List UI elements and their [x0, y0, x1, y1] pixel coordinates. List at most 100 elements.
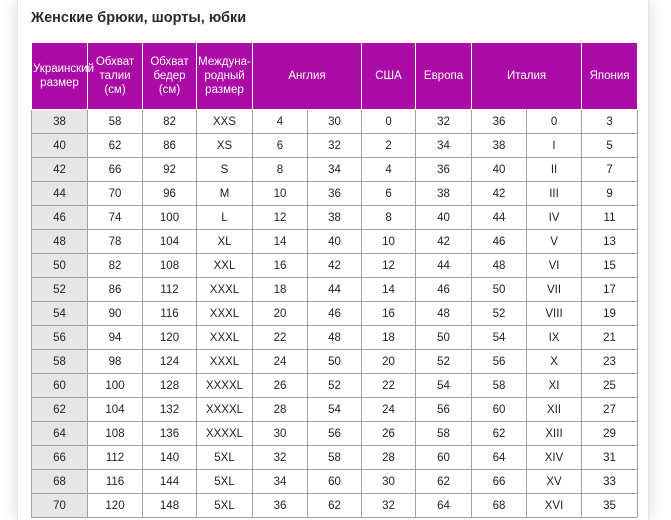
cell-italy-a: 44	[471, 205, 528, 230]
table-row: 48 78 104 XL 14 40 10 42 46 V 13	[31, 229, 639, 254]
cell-italy-a: 48	[471, 253, 528, 278]
cell-ukraine: 50	[31, 253, 88, 278]
cell-japan: 23	[581, 349, 639, 374]
cell-ukraine: 64	[31, 421, 88, 446]
cell-waist: 116	[87, 469, 143, 494]
cell-italy-b: IV	[526, 205, 583, 230]
cell-intl: S	[196, 157, 253, 182]
cell-japan: 17	[581, 277, 639, 302]
cell-intl: 5XL	[196, 445, 253, 470]
cell-usa: 20	[361, 349, 417, 374]
cell-hips: 100	[142, 205, 197, 230]
cell-england-a: 30	[252, 421, 308, 446]
cell-hips: 120	[142, 325, 197, 350]
cell-europe: 56	[415, 397, 473, 422]
cell-ukraine: 70	[31, 493, 88, 518]
cell-italy-a: 42	[471, 181, 528, 206]
cell-usa: 26	[361, 421, 417, 446]
cell-italy-a: 68	[471, 493, 528, 518]
cell-italy-b: XV	[526, 469, 583, 494]
cell-japan: 33	[581, 469, 639, 494]
cell-usa: 2	[361, 133, 417, 158]
cell-japan: 31	[581, 445, 639, 470]
cell-hips: 112	[142, 277, 197, 302]
cell-usa: 24	[361, 397, 417, 422]
cell-intl: XXXXL	[196, 373, 253, 398]
cell-waist: 108	[87, 421, 143, 446]
cell-hips: 92	[142, 157, 197, 182]
cell-intl: XS	[196, 133, 253, 158]
cell-ukraine: 66	[31, 445, 88, 470]
cell-england-a: 18	[252, 277, 308, 302]
cell-england-b: 40	[306, 229, 363, 254]
cell-ukraine: 62	[31, 397, 88, 422]
table-row: 46 74 100 L 12 38 8 40 44 IV 11	[31, 205, 639, 230]
cell-england-a: 8	[252, 157, 308, 182]
table-row: 60 100 128 XXXXL 26 52 22 54 58 XI 25	[31, 373, 639, 398]
table-row: 38 58 82 XXS 4 30 0 32 36 0 3	[31, 109, 639, 134]
cell-ukraine: 46	[31, 205, 88, 230]
cell-italy-a: 38	[471, 133, 528, 158]
cell-japan: 7	[581, 157, 639, 182]
cell-italy-b: VII	[526, 277, 583, 302]
cell-waist: 58	[87, 109, 143, 134]
header-hips: Обхват бедер (см)	[142, 42, 197, 110]
cell-waist: 98	[87, 349, 143, 374]
header-waist: Обхват талии (см)	[87, 42, 143, 110]
cell-hips: 108	[142, 253, 197, 278]
cell-ukraine: 44	[31, 181, 88, 206]
cell-waist: 74	[87, 205, 143, 230]
table-row: 64 108 136 XXXXL 30 56 26 58 62 XIII 29	[31, 421, 639, 446]
cell-usa: 30	[361, 469, 417, 494]
table-row: 66 112 140 5XL 32 58 28 60 64 XIV 31	[31, 445, 639, 470]
cell-europe: 44	[415, 253, 473, 278]
cell-italy-a: 64	[471, 445, 528, 470]
table-row: 42 66 92 S 8 34 4 36 40 II 7	[31, 157, 639, 182]
cell-england-b: 50	[306, 349, 363, 374]
cell-japan: 3	[581, 109, 639, 134]
cell-england-a: 14	[252, 229, 308, 254]
cell-england-a: 36	[252, 493, 308, 518]
cell-italy-b: XIII	[526, 421, 583, 446]
cell-italy-b: XI	[526, 373, 583, 398]
cell-usa: 28	[361, 445, 417, 470]
cell-japan: 5	[581, 133, 639, 158]
cell-japan: 13	[581, 229, 639, 254]
cell-italy-a: 50	[471, 277, 528, 302]
header-ukraine-size: Украинский размер	[31, 42, 94, 110]
cell-england-a: 12	[252, 205, 308, 230]
cell-waist: 90	[87, 301, 143, 326]
cell-intl: XXXXL	[196, 397, 253, 422]
cell-italy-b: 0	[526, 109, 583, 134]
table-row: 44 70 96 M 10 36 6 38 42 III 9	[31, 181, 639, 206]
cell-usa: 14	[361, 277, 417, 302]
cell-hips: 86	[142, 133, 197, 158]
cell-japan: 25	[581, 373, 639, 398]
cell-england-a: 4	[252, 109, 308, 134]
cell-usa: 6	[361, 181, 417, 206]
cell-england-a: 6	[252, 133, 308, 158]
cell-waist: 78	[87, 229, 143, 254]
cell-italy-b: I	[526, 133, 583, 158]
table-row: 68 116 144 5XL 34 60 30 62 66 XV 33	[31, 469, 639, 494]
cell-usa: 16	[361, 301, 417, 326]
cell-europe: 42	[415, 229, 473, 254]
cell-intl: XXXL	[196, 325, 253, 350]
header-usa: США	[361, 42, 417, 110]
cell-england-b: 52	[306, 373, 363, 398]
cell-england-a: 28	[252, 397, 308, 422]
table-row: 52 86 112 XXXL 18 44 14 46 50 VII 17	[31, 277, 639, 302]
cell-intl: XXS	[196, 109, 253, 134]
cell-europe: 46	[415, 277, 473, 302]
cell-waist: 62	[87, 133, 143, 158]
cell-ukraine: 60	[31, 373, 88, 398]
cell-england-b: 42	[306, 253, 363, 278]
table-row: 62 104 132 XXXXL 28 54 24 56 60 XII 27	[31, 397, 639, 422]
header-international-size: Междуна-родный размер	[196, 42, 253, 110]
cell-england-a: 16	[252, 253, 308, 278]
header-italy: Италия	[471, 42, 583, 110]
cell-ukraine: 68	[31, 469, 88, 494]
cell-italy-a: 46	[471, 229, 528, 254]
cell-usa: 0	[361, 109, 417, 134]
table-header-row: Украинский размер Обхват талии (см) Обхв…	[31, 42, 639, 110]
